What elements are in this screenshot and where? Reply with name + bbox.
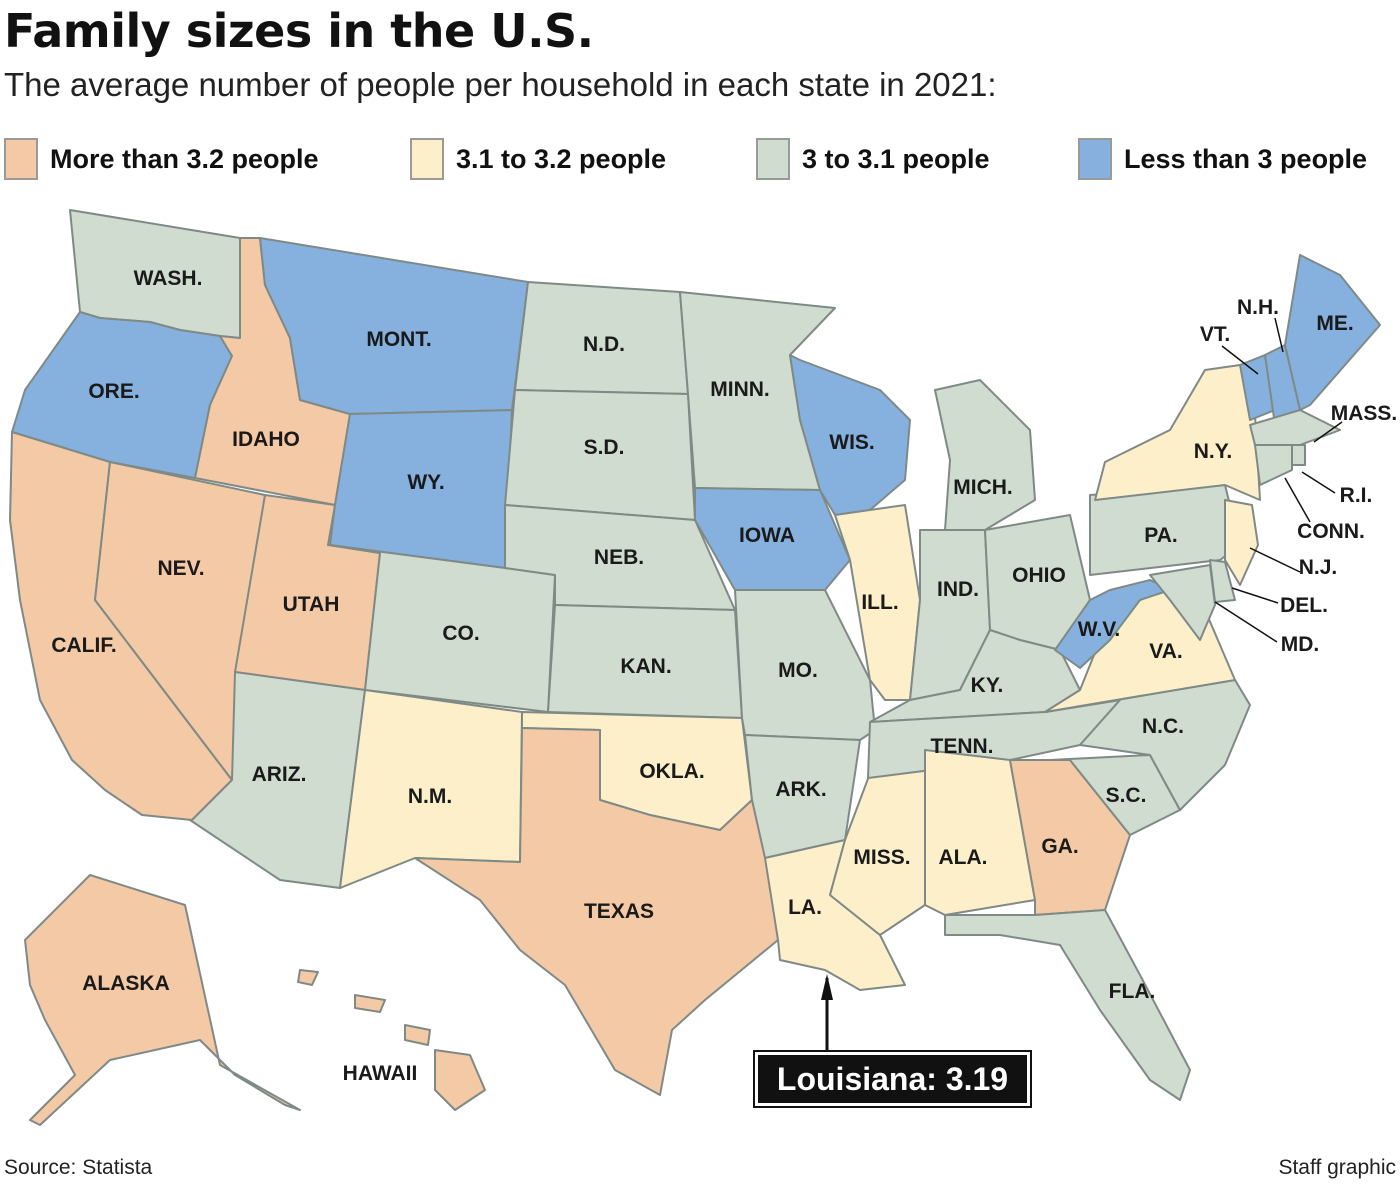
state-label-mt: MONT. (366, 328, 431, 351)
state-label-nh: N.H. (1237, 296, 1279, 319)
state-label-ct: CONN. (1297, 520, 1365, 543)
state-label-sd: S.D. (584, 436, 625, 459)
state-label-nm: N.M. (408, 785, 452, 808)
state-label-hi: HAWAII (343, 1062, 418, 1085)
legend-label: More than 3.2 people (50, 143, 319, 174)
leader-line-ct (1284, 477, 1311, 523)
state-label-mi: MICH. (953, 476, 1013, 499)
staff-credit: Staff graphic (1278, 1156, 1396, 1179)
labels-layer: WASH. ORE. CALIF. IDAHO NEV. UTAH ARIZ. MONT. WY… (51, 267, 1397, 1085)
state-il (834, 504, 921, 701)
state-label-or: ORE. (88, 380, 139, 403)
state-mt (259, 237, 529, 415)
state-label-sc: S.C. (1106, 784, 1147, 807)
leader-line-nj (1249, 547, 1301, 573)
source-note: Source: Statista (4, 1156, 153, 1179)
us-map: WASH. ORE. CALIF. IDAHO NEV. UTAH ARIZ. MONT. WY… (9, 209, 1397, 1126)
state-label-ia: IOWA (739, 524, 795, 547)
legend-item-3-to-3-1: 3 to 3.1 people (756, 138, 990, 180)
state-label-al: ALA. (939, 846, 988, 869)
state-label-ok: OKLA. (639, 760, 704, 783)
state-mo (734, 589, 876, 741)
state-label-wy: WY. (407, 471, 444, 494)
state-label-ky: KY. (971, 674, 1004, 697)
state-label-wa: WASH. (134, 267, 203, 290)
state-label-me: ME. (1316, 312, 1353, 335)
state-label-oh: OHIO (1012, 564, 1066, 587)
state-label-ks: KAN. (620, 655, 671, 678)
state-label-nv: NEV. (157, 557, 204, 580)
state-label-tx: TEXAS (584, 900, 654, 923)
state-label-de: DEL. (1280, 594, 1328, 617)
legend-label: Less than 3 people (1124, 143, 1368, 174)
state-label-co: CO. (442, 622, 479, 645)
leader-line-ri (1301, 471, 1336, 494)
state-label-md: MD. (1281, 633, 1320, 656)
state-md (1149, 564, 1216, 641)
state-hi (297, 969, 486, 1111)
legend-label: 3.1 to 3.2 people (456, 143, 667, 174)
page-subtitle: The average number of people per househo… (4, 66, 997, 103)
state-sc (1049, 754, 1181, 836)
state-mi (934, 379, 1036, 531)
state-label-ga: GA. (1041, 835, 1078, 858)
state-label-ak: ALASKA (82, 972, 170, 995)
legend-swatch (756, 138, 790, 180)
state-label-ca: CALIF. (51, 634, 116, 657)
states-layer (9, 209, 1381, 1126)
state-ny (1094, 364, 1261, 501)
state-label-id: IDAHO (232, 428, 300, 451)
state-label-ne: NEB. (594, 546, 644, 569)
state-nj (1224, 499, 1259, 586)
page-title: Family sizes in the U.S. (4, 4, 594, 58)
legend-item-3-1-to-3-2: 3.1 to 3.2 people (410, 138, 666, 180)
state-label-ar: ARK. (775, 778, 826, 801)
state-al (924, 749, 1036, 916)
legend-label: 3 to 3.1 people (802, 143, 990, 174)
state-label-mn: MINN. (710, 378, 770, 401)
leader-line-ma (1313, 421, 1343, 443)
state-label-tn: TENN. (931, 735, 994, 758)
callout-arrowhead (821, 974, 833, 1000)
leader-line-de (1231, 587, 1279, 604)
legend-swatch (1078, 138, 1112, 180)
state-nc (1044, 679, 1251, 811)
state-label-nc: N.C. (1142, 715, 1184, 738)
state-label-wi: WIS. (829, 431, 875, 454)
state-label-ut: UTAH (283, 593, 340, 616)
state-label-ms: MISS. (853, 846, 910, 869)
state-label-wv: W.V. (1078, 618, 1120, 641)
state-label-vt: VT. (1200, 323, 1230, 346)
state-label-fl: FLA. (1109, 980, 1156, 1003)
legend-swatch (4, 138, 38, 180)
state-label-ri: R.I. (1340, 484, 1373, 507)
state-ct (1254, 444, 1293, 486)
state-label-pa: PA. (1144, 524, 1177, 547)
state-label-ma: MASS. (1331, 402, 1398, 425)
state-ak (24, 874, 301, 1126)
state-fl (944, 909, 1191, 1101)
leader-lines (821, 317, 1343, 1052)
state-label-mo: MO. (778, 659, 818, 682)
state-label-in: IND. (937, 578, 979, 601)
leader-line-vt (1221, 345, 1259, 375)
state-label-nj: N.J. (1299, 556, 1338, 579)
leader-line-nh (1274, 317, 1284, 353)
legend-item-less-than-3: Less than 3 people (1078, 138, 1367, 180)
state-label-nd: N.D. (583, 333, 625, 356)
legend-item-more-than-3-2: More than 3.2 people (4, 138, 319, 180)
state-label-va: VA. (1149, 640, 1182, 663)
state-label-az: ARIZ. (252, 763, 307, 786)
legend: More than 3.2 people 3.1 to 3.2 people 3… (0, 138, 1400, 188)
state-label-la: LA. (788, 896, 822, 919)
state-ri (1291, 444, 1306, 466)
leader-line-md (1214, 601, 1278, 643)
louisiana-callout: Louisiana: 3.19 (753, 1050, 1032, 1108)
legend-swatch (410, 138, 444, 180)
state-label-ny: N.Y. (1194, 440, 1233, 463)
state-label-il: ILL. (861, 591, 898, 614)
